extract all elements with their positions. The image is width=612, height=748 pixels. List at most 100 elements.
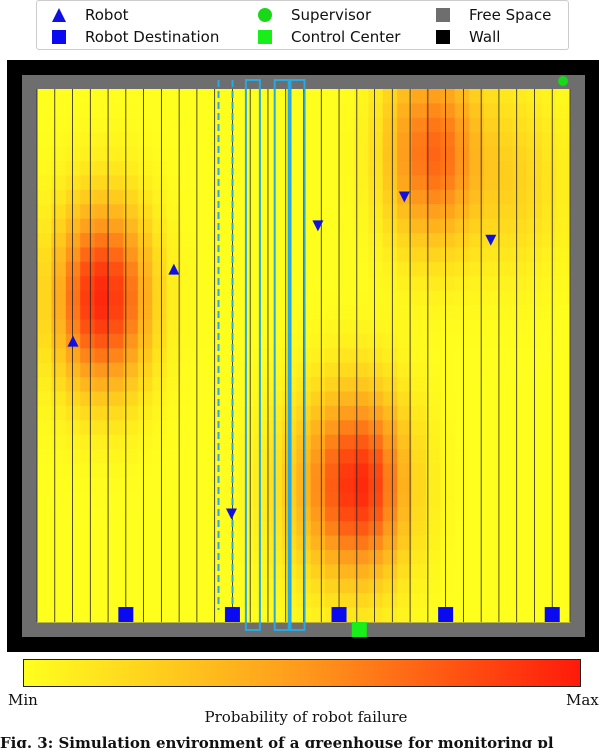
heatmap-cell	[440, 261, 456, 277]
heatmap-cell	[109, 290, 124, 306]
heatmap-cell	[397, 261, 413, 277]
heatmap-cell	[310, 103, 326, 119]
heatmap-cell	[310, 535, 326, 551]
heatmap-cell	[497, 391, 513, 407]
heatmap-cell	[440, 377, 456, 393]
heatmap-cell	[123, 204, 139, 220]
heatmap-cell	[411, 607, 427, 623]
heatmap-cell	[497, 492, 513, 508]
heatmap-cell	[397, 564, 413, 580]
heatmap-cell	[368, 477, 384, 493]
heatmap-cell	[181, 348, 196, 364]
heatmap-cell	[51, 549, 67, 565]
heatmap-cell	[152, 333, 168, 349]
heatmap-cell	[152, 204, 168, 220]
heatmap-cell	[368, 290, 384, 306]
heatmap-cell	[37, 261, 52, 277]
heatmap-cell	[94, 103, 110, 119]
heatmap-cell	[382, 247, 398, 263]
heatmap-cell	[65, 492, 81, 508]
heatmap-cell	[137, 319, 153, 335]
heatmap-cell	[425, 564, 441, 580]
heatmap-cell	[397, 492, 413, 508]
heatmap-cell	[325, 146, 341, 162]
robot-marker	[398, 191, 410, 203]
heatmap-cell	[109, 521, 124, 537]
heatmap-cell	[310, 204, 326, 220]
heatmap-cell	[166, 218, 182, 234]
heatmap-cell	[137, 362, 153, 378]
heatmap-cell	[37, 564, 52, 580]
heatmap-cell	[469, 290, 485, 306]
heatmap-cell	[152, 463, 168, 479]
heatmap-cell	[325, 449, 341, 465]
heatmap-cell	[339, 463, 355, 479]
heatmap-cell	[382, 449, 398, 465]
heatmap-cell	[166, 549, 182, 565]
heatmap-cell	[425, 449, 441, 465]
heatmap-cell	[137, 348, 153, 364]
heatmap-cell	[397, 535, 413, 551]
heatmap-cell	[37, 276, 52, 292]
heatmap-cell	[310, 449, 326, 465]
heatmap-cell	[65, 549, 81, 565]
heatmap-cell	[440, 161, 456, 176]
heatmap-cell	[425, 333, 441, 349]
heatmap-cell	[440, 420, 456, 436]
heatmap-cell	[454, 189, 470, 205]
heatmap-cell	[94, 535, 110, 551]
heatmap-cell	[411, 449, 427, 465]
heatmap-cell	[339, 261, 355, 277]
heatmap-cell	[541, 348, 557, 364]
heatmap-cell	[51, 420, 67, 436]
heatmap-cell	[65, 132, 81, 148]
heatmap-cell	[469, 348, 485, 364]
heatmap-cell	[353, 593, 369, 609]
heatmap-cell	[411, 290, 427, 306]
heatmap-cell	[65, 175, 81, 191]
heatmap-cell	[339, 420, 355, 436]
heatmap-cell	[541, 477, 557, 493]
heatmap-cell	[483, 276, 499, 292]
heatmap-cell	[397, 89, 413, 104]
heatmap-cell	[181, 247, 196, 263]
heatmap-cell	[483, 117, 499, 133]
heatmap-cell	[181, 276, 196, 292]
heatmap-cell	[555, 593, 571, 609]
heatmap-cell	[37, 549, 52, 565]
heatmap-cell	[541, 261, 557, 277]
heatmap-cell	[339, 549, 355, 565]
heatmap-cell	[469, 233, 485, 248]
heatmap-cell	[469, 319, 485, 335]
heatmap-cell	[497, 261, 513, 277]
heatmap-cell	[512, 204, 528, 220]
heatmap-cell	[397, 549, 413, 565]
heatmap-cell	[497, 89, 513, 104]
heatmap-cell	[209, 362, 225, 378]
heatmap-cell	[555, 564, 571, 580]
heatmap-cell	[94, 492, 110, 508]
heatmap-cell	[80, 463, 96, 479]
heatmap-cell	[425, 247, 441, 263]
heatmap-cell	[440, 146, 456, 162]
heatmap-cell	[512, 607, 528, 623]
heatmap-cell	[425, 607, 441, 623]
heatmap-cell	[152, 218, 168, 234]
heatmap-cell	[425, 549, 441, 565]
heatmap-cell	[325, 333, 341, 349]
heatmap-cell	[382, 319, 398, 335]
heatmap-cell	[310, 593, 326, 609]
heatmap-cell	[469, 276, 485, 292]
legend-item-free-space: Free Space	[435, 6, 551, 24]
heatmap-cell	[368, 132, 384, 148]
heatmap-cell	[541, 175, 557, 191]
heatmap-cell	[368, 189, 384, 205]
heatmap-cell	[224, 103, 240, 119]
heatmap-cell	[195, 521, 211, 537]
heatmap-cell	[425, 420, 441, 436]
heatmap-cell	[382, 290, 398, 306]
heatmap-cell	[555, 276, 571, 292]
legend-item-wall: Wall	[435, 28, 500, 46]
heatmap-cell	[51, 247, 67, 263]
heatmap-cell	[195, 362, 211, 378]
